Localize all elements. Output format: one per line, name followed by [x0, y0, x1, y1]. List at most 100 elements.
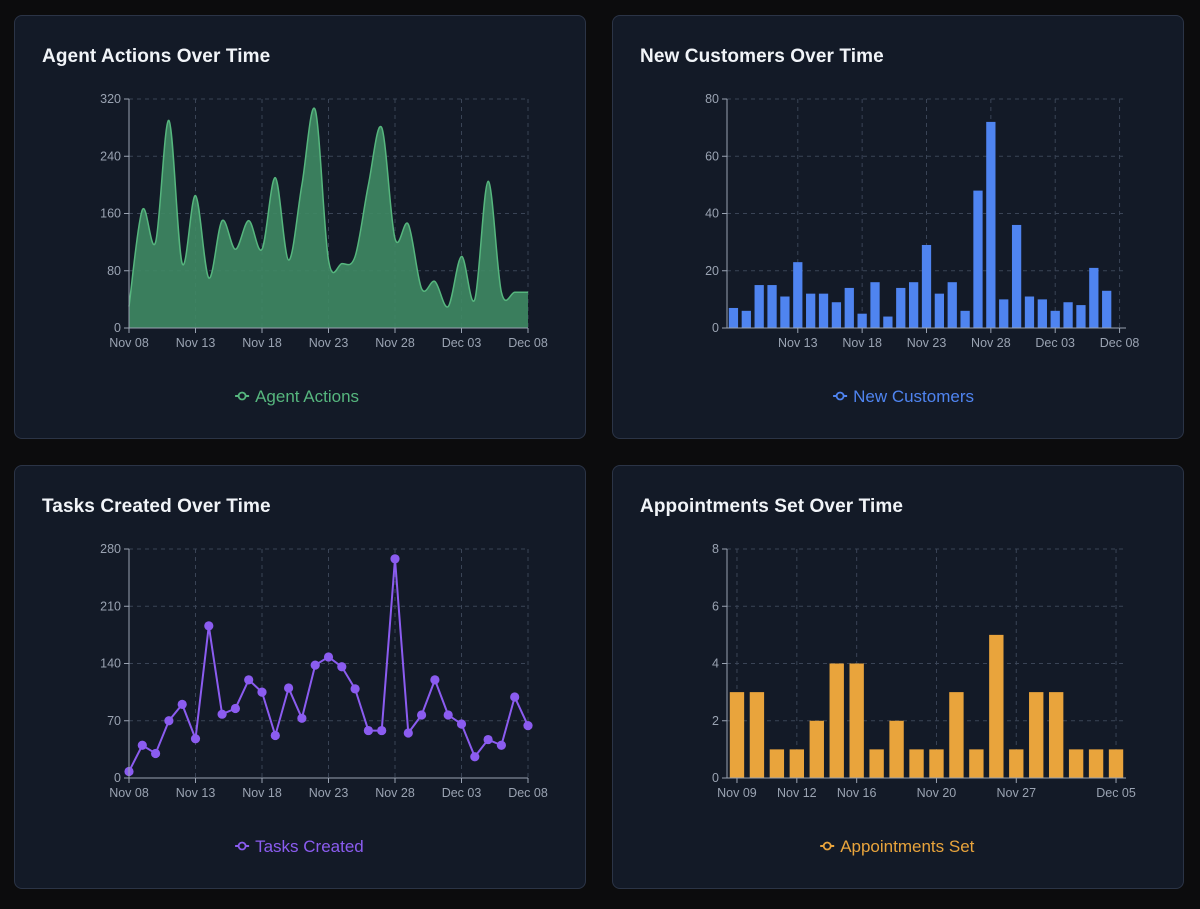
- legend-marker-icon: [237, 391, 247, 401]
- bar[interactable]: [749, 692, 765, 778]
- data-point[interactable]: [496, 740, 506, 750]
- bar[interactable]: [793, 262, 803, 328]
- data-point[interactable]: [456, 719, 467, 729]
- data-point[interactable]: [164, 716, 174, 726]
- chart-card-appointments-set: Appointments Set Over Time 0 2 4 6 8 Nov 09 No…: [612, 465, 1184, 889]
- bar[interactable]: [844, 287, 854, 328]
- data-point[interactable]: [443, 710, 453, 720]
- bar[interactable]: [769, 749, 785, 778]
- bar[interactable]: [1037, 299, 1047, 328]
- data-point[interactable]: [350, 684, 360, 694]
- bar[interactable]: [1048, 692, 1064, 778]
- bar[interactable]: [767, 285, 777, 328]
- bar[interactable]: [729, 692, 745, 778]
- bar[interactable]: [829, 663, 844, 779]
- bar[interactable]: [934, 293, 945, 328]
- bar[interactable]: [1029, 692, 1044, 778]
- bar[interactable]: [921, 244, 932, 328]
- data-point[interactable]: [257, 687, 267, 697]
- data-point[interactable]: [403, 728, 413, 738]
- bar[interactable]: [1102, 290, 1112, 328]
- new-customers-bar-chart[interactable]: 0 20 40 60 80 Nov 13 Nov 18 Nov 23 Nov 28 Dec 03 D…: [613, 16, 1185, 440]
- bar[interactable]: [929, 749, 944, 778]
- x-tick-label: Nov 18: [242, 786, 282, 800]
- bar[interactable]: [909, 749, 924, 778]
- data-point[interactable]: [483, 734, 493, 745]
- data-point[interactable]: [310, 660, 320, 670]
- data-point[interactable]: [470, 752, 480, 762]
- bar[interactable]: [809, 720, 824, 778]
- bar[interactable]: [908, 282, 919, 328]
- bar[interactable]: [1063, 302, 1073, 328]
- bar[interactable]: [947, 282, 957, 328]
- tasks-created-line-chart[interactable]: 0 70 140 210 280 Nov 08 Nov 13 Nov 18 Nov 23 Nov …: [15, 466, 587, 890]
- bar[interactable]: [728, 307, 739, 328]
- data-point[interactable]: [417, 710, 427, 720]
- bar[interactable]: [780, 296, 790, 328]
- data-point[interactable]: [337, 662, 347, 672]
- series-agent-actions: [128, 107, 528, 328]
- bar[interactable]: [1050, 310, 1060, 328]
- agent-actions-area-chart[interactable]: 0 80 160 240 320 Nov 08 Nov 13 Nov 18 Nov 23 Nov …: [15, 16, 587, 440]
- legend[interactable]: Tasks Created: [235, 837, 364, 856]
- bar[interactable]: [1024, 296, 1035, 328]
- bar[interactable]: [1076, 305, 1086, 328]
- bar[interactable]: [741, 310, 751, 328]
- data-point[interactable]: [230, 703, 240, 714]
- data-point[interactable]: [390, 554, 400, 564]
- bar[interactable]: [754, 285, 764, 328]
- data-point[interactable]: [510, 692, 520, 702]
- bar[interactable]: [889, 720, 904, 778]
- bar[interactable]: [849, 663, 864, 779]
- bar[interactable]: [1068, 749, 1084, 778]
- bar[interactable]: [831, 302, 842, 328]
- data-point[interactable]: [137, 740, 147, 750]
- bar[interactable]: [999, 299, 1009, 328]
- data-point[interactable]: [244, 675, 254, 685]
- x-tick-label: Nov 23: [309, 336, 349, 350]
- legend[interactable]: Appointments Set: [820, 837, 975, 856]
- bar[interactable]: [969, 749, 984, 778]
- bar[interactable]: [883, 316, 893, 328]
- data-point[interactable]: [377, 725, 387, 736]
- appointments-set-bar-chart[interactable]: 0 2 4 6 8 Nov 09 Nov 12 Nov 16 Nov 20 Nov 27 Dec 0…: [613, 466, 1185, 890]
- bar[interactable]: [818, 293, 829, 328]
- y-tick-label: 210: [100, 599, 121, 613]
- data-point[interactable]: [284, 683, 294, 693]
- bar[interactable]: [1089, 267, 1099, 328]
- chart-card-tasks-created: Tasks Created Over Time 0 70 140 210 280 Nov …: [14, 465, 586, 889]
- data-point[interactable]: [363, 725, 373, 736]
- bar[interactable]: [960, 310, 970, 328]
- bar[interactable]: [870, 282, 880, 328]
- data-point[interactable]: [217, 709, 227, 719]
- data-point[interactable]: [151, 748, 161, 759]
- x-tick-label: Nov 18: [242, 336, 282, 350]
- bar[interactable]: [973, 190, 983, 328]
- y-tick-label: 60: [705, 149, 719, 163]
- data-point[interactable]: [323, 652, 334, 662]
- data-point[interactable]: [190, 734, 201, 744]
- bar[interactable]: [949, 692, 964, 778]
- bar[interactable]: [789, 749, 805, 778]
- bar[interactable]: [1011, 224, 1022, 328]
- data-point[interactable]: [177, 699, 187, 709]
- data-point[interactable]: [204, 621, 214, 631]
- legend[interactable]: New Customers: [833, 387, 974, 406]
- data-point[interactable]: [523, 721, 533, 731]
- bar[interactable]: [869, 749, 884, 778]
- legend[interactable]: Agent Actions: [235, 387, 359, 406]
- data-point[interactable]: [270, 730, 280, 741]
- data-point[interactable]: [430, 675, 440, 685]
- bar[interactable]: [1088, 749, 1104, 778]
- bar[interactable]: [806, 293, 816, 328]
- bar[interactable]: [896, 287, 906, 328]
- legend-marker-icon: [822, 841, 832, 851]
- chart-title: Appointments Set Over Time: [640, 496, 904, 517]
- bar[interactable]: [1009, 749, 1024, 778]
- bar[interactable]: [989, 634, 1004, 778]
- bar[interactable]: [1108, 749, 1124, 778]
- bar[interactable]: [986, 121, 996, 329]
- data-point[interactable]: [297, 713, 307, 723]
- bar[interactable]: [857, 313, 867, 328]
- chart-title: New Customers Over Time: [640, 46, 884, 67]
